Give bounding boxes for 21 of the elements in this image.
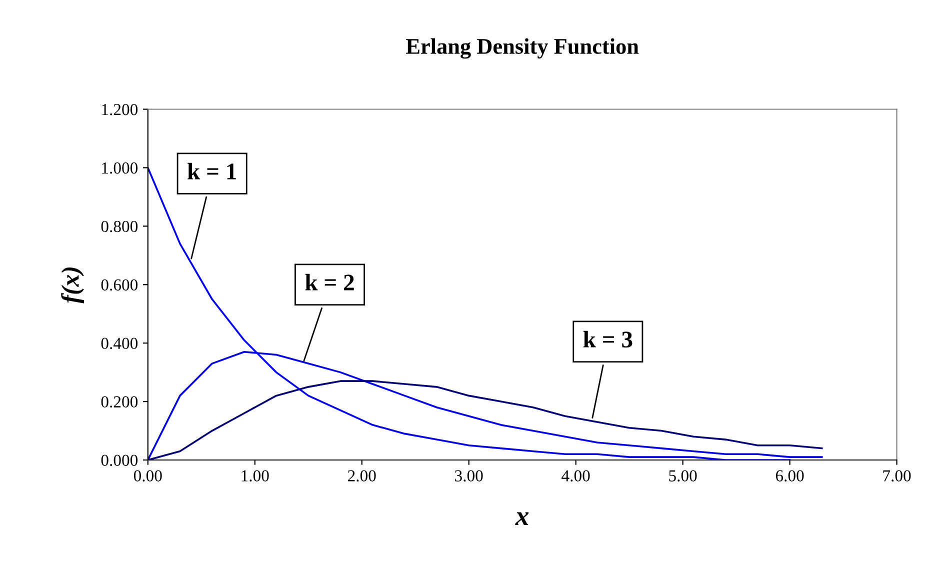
annotation: k = 1 [188,162,236,180]
x-tick-label: 2.00 [348,470,376,482]
x-tick-label: 3.00 [455,470,483,482]
y-tick-label: 0.200 [101,396,138,408]
y-tick-label: 0.800 [101,220,138,232]
annotation: k = 3 [583,330,632,348]
y-tick-label: 1.000 [102,162,138,174]
y-tick-label: 0.000 [101,454,138,466]
x-tick-label: 4.00 [562,470,590,482]
x-axis-title: x [515,512,529,525]
y-tick-label: 1.200 [102,104,138,116]
x-tick-label: 1.00 [242,470,269,482]
y-axis-title: f(x) [61,267,84,304]
x-tick-label: 6.00 [776,470,804,482]
x-tick-label: 0.00 [134,470,162,482]
x-tick-label: 7.00 [883,470,911,482]
annotation: k = 2 [305,274,354,290]
x-tick-label: 5.00 [669,470,697,482]
chart-title: Erlang Density Function [406,38,639,59]
y-tick-label: 0.600 [101,279,138,291]
y-tick-label: 0.400 [101,338,138,350]
